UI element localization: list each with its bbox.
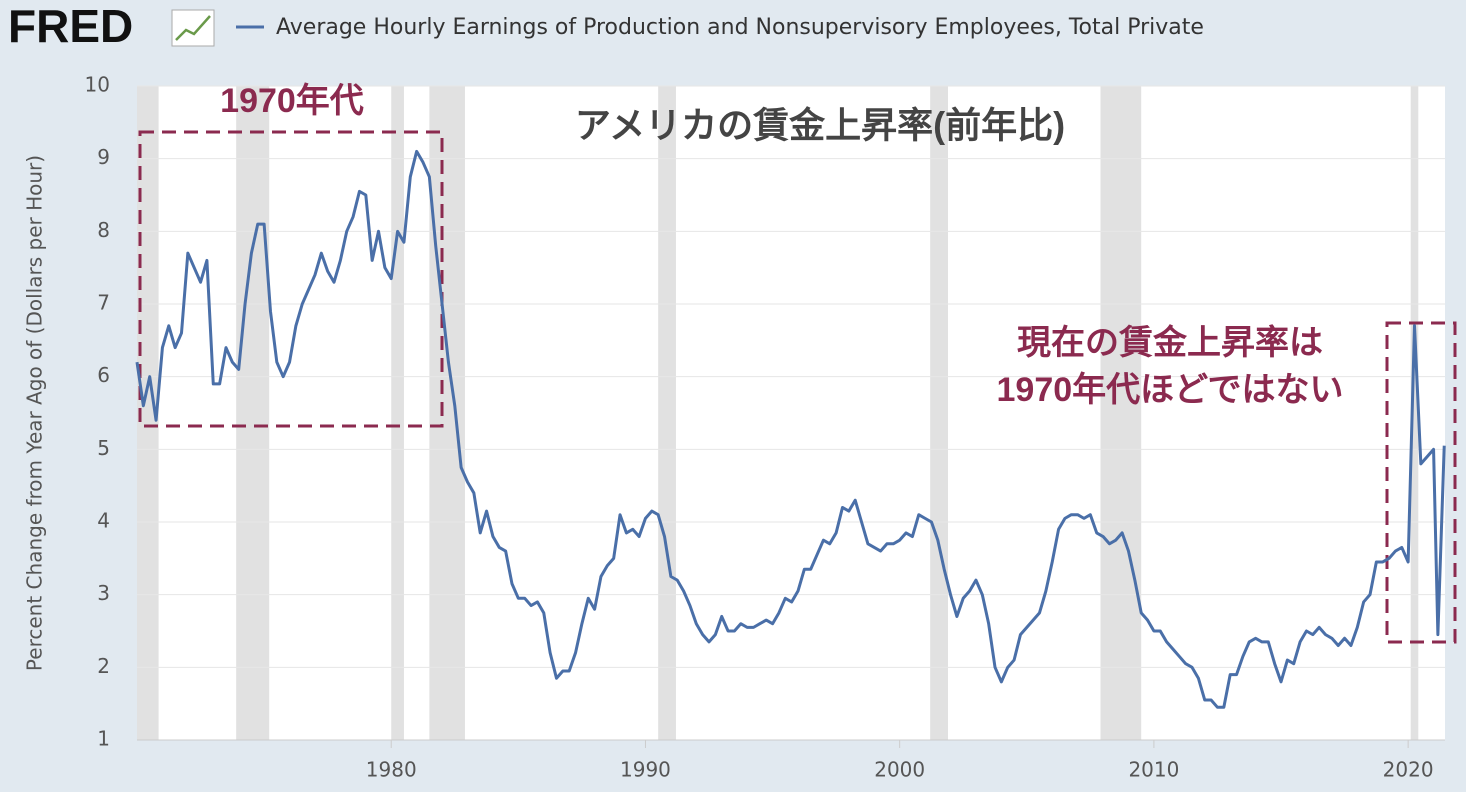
y-tick-label: 7 bbox=[97, 291, 110, 315]
y-tick-label: 4 bbox=[97, 509, 110, 533]
recession-band bbox=[137, 86, 159, 740]
y-tick-label: 3 bbox=[97, 581, 110, 605]
annotation: 1970年代 bbox=[220, 82, 364, 120]
y-tick-label: 10 bbox=[85, 73, 110, 97]
recession-band bbox=[1410, 86, 1419, 740]
recession-band bbox=[236, 86, 270, 740]
x-tick-label: 2020 bbox=[1383, 758, 1434, 782]
y-tick-label: 6 bbox=[97, 363, 110, 387]
y-tick-label: 8 bbox=[97, 218, 110, 242]
logo-icon bbox=[171, 9, 215, 47]
y-tick-label: 5 bbox=[97, 436, 110, 460]
line-series bbox=[135, 149, 1446, 709]
x-tick-label: 1990 bbox=[620, 758, 671, 782]
recession-band bbox=[658, 86, 676, 740]
recession-band bbox=[1100, 86, 1142, 740]
y-tick-label: 9 bbox=[97, 145, 110, 169]
highlight-box bbox=[138, 130, 444, 428]
x-tick-label: 1980 bbox=[366, 758, 417, 782]
y-tick-label: 1 bbox=[97, 727, 110, 751]
plot-area bbox=[137, 86, 1445, 740]
logo-line bbox=[175, 15, 211, 41]
recession-band bbox=[930, 86, 948, 740]
legend-label: Average Hourly Earnings of Production an… bbox=[276, 15, 1204, 40]
recession-band bbox=[429, 86, 465, 740]
x-tick-label: 2000 bbox=[874, 758, 925, 782]
highlight-box bbox=[1385, 321, 1457, 644]
x-tick-label: 2010 bbox=[1128, 758, 1179, 782]
annotation: 1970年代ほどではない bbox=[997, 371, 1344, 409]
recession-band bbox=[391, 86, 404, 740]
annotation: 現在の賃金上昇率は bbox=[1017, 323, 1323, 362]
chart-title: アメリカの賃金上昇率(前年比) bbox=[575, 105, 1065, 146]
logo-box bbox=[171, 9, 215, 47]
logo: FRED bbox=[8, 0, 133, 52]
y-axis-label: Percent Change from Year Ago of (Dollars… bbox=[23, 155, 47, 671]
y-tick-label: 2 bbox=[97, 654, 110, 678]
